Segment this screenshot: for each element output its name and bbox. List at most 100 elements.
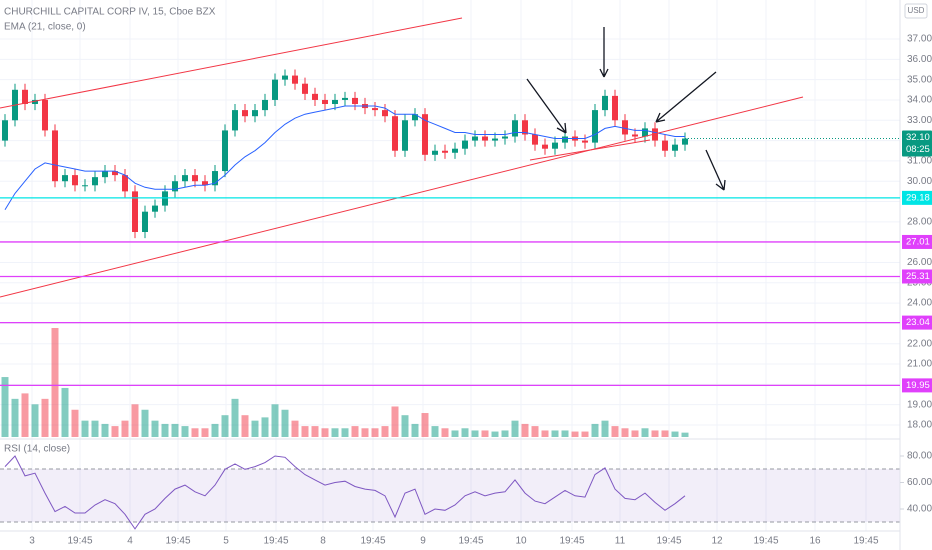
x-tick-label: 8 — [320, 536, 326, 547]
volume-bar — [51, 328, 59, 437]
volume-bar — [341, 428, 349, 437]
currency-box[interactable] — [904, 3, 928, 19]
y-tick-label: 33.00 — [907, 115, 932, 126]
x-tick-label: 9 — [420, 536, 426, 547]
x-tick-label: 19:45 — [458, 536, 483, 547]
volume-bar — [431, 426, 439, 437]
y-tick-label: 31.00 — [907, 156, 932, 167]
candle-body — [552, 142, 558, 149]
volume-bar — [131, 404, 139, 437]
volume-bar — [381, 426, 389, 437]
volume-bar — [311, 426, 319, 437]
level-label: 23.04 — [906, 317, 930, 328]
volume-bar — [1, 377, 9, 437]
y-tick-label: 18.00 — [907, 420, 932, 431]
y-tick-label: 24.00 — [907, 298, 932, 309]
candle-body — [172, 181, 178, 192]
last-price-label: 32.10 — [906, 132, 930, 143]
x-tick-label: 19:45 — [753, 536, 778, 547]
arrow — [599, 27, 609, 78]
volume-bar — [371, 428, 379, 437]
arrow — [705, 149, 726, 191]
y-tick-label: 22.00 — [907, 338, 932, 349]
volume-bar — [451, 430, 459, 437]
candle-body — [272, 79, 278, 100]
volume-bar — [641, 428, 649, 437]
candle-body — [402, 120, 408, 151]
drawings — [0, 17, 804, 298]
candle-body — [342, 97, 348, 100]
volume-bar — [111, 426, 119, 437]
volume-bar — [601, 420, 609, 437]
volume-bar — [391, 406, 399, 437]
candle-body — [132, 191, 138, 232]
rsi-tick-label: 80.00 — [907, 451, 932, 462]
y-tick-label: 19.00 — [907, 399, 932, 410]
volume-bar — [611, 426, 619, 437]
volume-bar — [521, 423, 529, 437]
level-tag — [902, 190, 932, 205]
volume-bar — [581, 431, 589, 437]
y-tick-label: 28.00 — [907, 216, 932, 227]
x-tick-label: 19:45 — [165, 536, 190, 547]
volume-bar — [181, 426, 189, 437]
volume-bar — [541, 430, 549, 437]
volume-bar — [81, 420, 89, 437]
candle-body — [312, 93, 318, 100]
x-tick-label: 19:45 — [360, 536, 385, 547]
volume-bar — [271, 404, 279, 437]
rsi-band — [0, 469, 900, 522]
trend-line — [0, 17, 463, 109]
level-tag — [902, 378, 932, 393]
indicator-label: RSI (14, close) — [4, 444, 70, 455]
ema-line — [4, 105, 685, 210]
candle-body — [262, 99, 268, 111]
candle-body — [82, 185, 88, 187]
volume-bar — [241, 415, 249, 437]
volume-bar — [251, 420, 259, 437]
volume-bar — [671, 431, 679, 437]
level-label: 25.31 — [906, 271, 930, 282]
volume-bar — [161, 423, 169, 437]
x-tick-label: 19:45 — [656, 536, 681, 547]
candle-body — [492, 138, 498, 141]
volume-bar — [651, 430, 659, 437]
candle-body — [502, 136, 508, 139]
level-tag — [902, 234, 932, 249]
candle-body — [432, 150, 438, 155]
x-tick-label: 19:45 — [263, 536, 288, 547]
x-tick-label: 12 — [711, 536, 723, 547]
candle-body — [592, 110, 598, 143]
volume-bar — [41, 398, 49, 437]
volume-bar — [151, 420, 159, 437]
x-tick-label: 11 — [615, 536, 626, 547]
y-tick-label: 37.00 — [907, 34, 932, 45]
level-label: 27.01 — [906, 236, 930, 247]
candle-body — [42, 99, 48, 131]
indicator-label: EMA (21, close, 0) — [4, 22, 86, 33]
candle-body — [382, 110, 388, 117]
volume-bar — [291, 420, 299, 437]
currency[interactable]: USD — [908, 6, 925, 15]
volume-bar — [11, 398, 19, 437]
candle-body — [542, 144, 548, 149]
candle-body — [512, 120, 518, 137]
candle-body — [372, 108, 378, 111]
candle-body — [212, 171, 218, 186]
volume-bar — [31, 404, 39, 437]
candle-body — [352, 97, 358, 105]
volume-bar — [631, 430, 639, 437]
x-tick-label: 3 — [29, 536, 35, 547]
candle-body — [202, 181, 208, 186]
y-tick-label: 34.00 — [907, 95, 932, 106]
candle-body — [612, 95, 618, 121]
candle-body — [302, 83, 308, 94]
candle-body — [112, 171, 118, 176]
x-tick-label: 19:45 — [559, 536, 584, 547]
volume-bar — [361, 428, 369, 437]
volume-bar — [471, 430, 479, 437]
volume-bar — [231, 398, 239, 437]
volume-bar — [221, 415, 229, 437]
candle-body — [232, 110, 238, 131]
trend-line — [0, 96, 804, 298]
